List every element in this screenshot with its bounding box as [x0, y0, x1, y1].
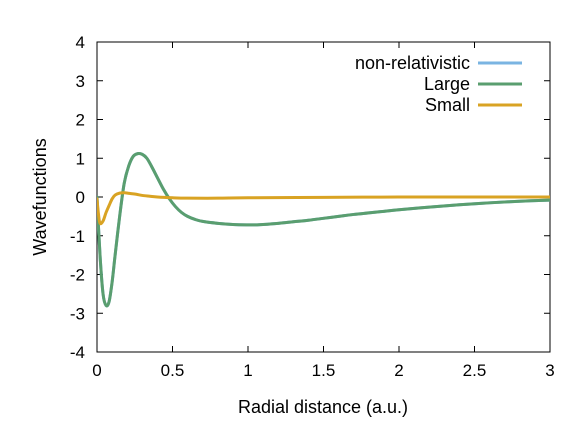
legend-label-small: Small: [425, 95, 470, 115]
x-tick-label: 1.5: [312, 361, 336, 380]
x-tick-label: 3: [545, 361, 554, 380]
y-tick-label: -4: [70, 343, 85, 362]
y-tick-label: 2: [76, 111, 85, 130]
y-tick-label: 3: [76, 72, 85, 91]
x-tick-label: 0.5: [161, 361, 185, 380]
x-tick-label: 2.5: [463, 361, 487, 380]
legend-label-non-relativistic: non-relativistic: [355, 53, 470, 73]
series-lines: [97, 151, 550, 308]
y-tick-label: 4: [76, 33, 85, 52]
x-tick-label: 0: [92, 361, 101, 380]
y-tick-label: -2: [70, 266, 85, 285]
x-tick-label: 2: [394, 361, 403, 380]
series-line-non-relativistic: [97, 151, 550, 308]
y-tick-label: 1: [76, 149, 85, 168]
y-axis-title: Wavefunctions: [30, 138, 50, 255]
series-line-small: [97, 191, 550, 226]
series-line-large: [97, 151, 550, 308]
y-tick-label: 0: [76, 188, 85, 207]
y-tick-labels: -4 -3 -2 -1 0 1 2 3 4: [70, 33, 85, 362]
legend-label-large: Large: [424, 74, 470, 94]
x-axis-title: Radial distance (a.u.): [238, 397, 408, 417]
x-tick-label: 1: [243, 361, 252, 380]
y-tick-label: -1: [70, 227, 85, 246]
x-tick-labels: 0 0.5 1 1.5 2 2.5 3: [92, 361, 554, 380]
y-tick-label: -3: [70, 304, 85, 323]
